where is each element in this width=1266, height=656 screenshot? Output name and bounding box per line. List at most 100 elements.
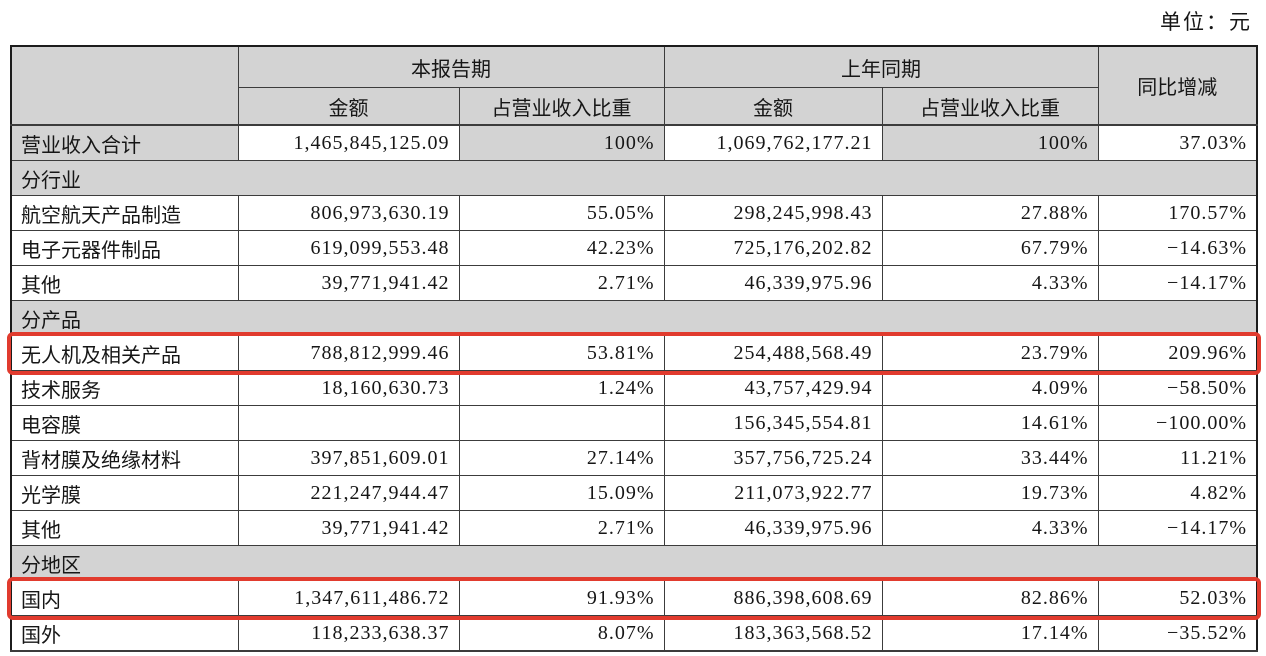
cell-ratio-current: 91.93% (458, 580, 665, 616)
table-row: 国外 118,233,638.37 8.07% 183,363,568.52 17.14… (10, 615, 1258, 652)
cell-yoy: −35.52% (1097, 615, 1258, 652)
subheader-ratio-current: 占营业收入比重 (458, 87, 665, 126)
subheader-amount-prior: 金额 (663, 87, 883, 126)
cell-yoy: 209.96% (1097, 335, 1258, 371)
cell-ratio-current: 100% (458, 124, 665, 161)
cell-ratio-current: 8.07% (458, 615, 665, 652)
subheader-amount-current: 金额 (237, 87, 460, 126)
cell-yoy: −58.50% (1097, 370, 1258, 406)
table-header-yoy: 同比增减 (1097, 45, 1258, 126)
cell-ratio-prior: 82.86% (881, 580, 1099, 616)
row-label: 无人机及相关产品 (10, 335, 239, 371)
cell-ratio-current: 1.24% (458, 370, 665, 406)
subheader-ratio-prior: 占营业收入比重 (881, 87, 1099, 126)
table-header-prior-period: 上年同期 (663, 45, 1099, 88)
table-row: 技术服务 18,160,630.73 1.24% 43,757,429.94 4.09%… (10, 370, 1258, 406)
cell-yoy: −14.17% (1097, 510, 1258, 546)
cell-ratio-prior: 4.33% (881, 510, 1099, 546)
cell-yoy: 52.03% (1097, 580, 1258, 616)
cell-yoy: 4.82% (1097, 475, 1258, 511)
row-label: 国内 (10, 580, 239, 616)
cell-yoy: 37.03% (1097, 124, 1258, 161)
cell-ratio-current: 15.09% (458, 475, 665, 511)
cell-yoy: −14.17% (1097, 265, 1258, 301)
cell-amount-current: 806,973,630.19 (237, 195, 460, 231)
cell-amount-current: 1,465,845,125.09 (237, 124, 460, 161)
cell-ratio-current: 27.14% (458, 440, 665, 476)
cell-ratio-current: 2.71% (458, 510, 665, 546)
table-row: 其他 39,771,941.42 2.71% 46,339,975.96 4.33% −1… (10, 510, 1258, 546)
cell-amount-current: 397,851,609.01 (237, 440, 460, 476)
row-label: 其他 (10, 510, 239, 546)
cell-ratio-current (458, 405, 665, 441)
cell-yoy: −14.63% (1097, 230, 1258, 266)
cell-amount-prior: 46,339,975.96 (663, 510, 883, 546)
cell-ratio-prior: 14.61% (881, 405, 1099, 441)
section-label: 分行业 (10, 160, 1258, 196)
cell-ratio-prior: 4.09% (881, 370, 1099, 406)
cell-amount-prior: 725,176,202.82 (663, 230, 883, 266)
row-label: 国外 (10, 615, 239, 652)
cell-amount-prior: 43,757,429.94 (663, 370, 883, 406)
section-row: 分地区 (10, 545, 1258, 581)
table-header: 本报告期 上年同期 同比增减 金额 占营业收入比重 金额 占营业收入比重 (10, 45, 1258, 126)
table-row: 无人机及相关产品 788,812,999.46 53.81% 254,488,568.… (10, 335, 1258, 371)
cell-amount-current: 39,771,941.42 (237, 510, 460, 546)
section-label: 分地区 (10, 545, 1258, 581)
cell-yoy: 11.21% (1097, 440, 1258, 476)
cell-ratio-current: 53.81% (458, 335, 665, 371)
cell-ratio-current: 42.23% (458, 230, 665, 266)
row-label: 背材膜及绝缘材料 (10, 440, 239, 476)
section-row: 分产品 (10, 300, 1258, 336)
revenue-table: 本报告期 上年同期 同比增减 金额 占营业收入比重 金额 占营业收入比重 营业收… (10, 45, 1258, 652)
table-row: 航空航天产品制造 806,973,630.19 55.05% 298,245,998.… (10, 195, 1258, 231)
table-row: 电子元器件制品 619,099,553.48 42.23% 725,176,202.8… (10, 230, 1258, 266)
cell-ratio-current: 2.71% (458, 265, 665, 301)
table-body: 营业收入合计 1,465,845,125.09 100% 1,069,762,177.… (10, 124, 1258, 652)
table-header-current-period: 本报告期 (237, 45, 665, 88)
row-label: 营业收入合计 (10, 124, 239, 161)
cell-yoy: 170.57% (1097, 195, 1258, 231)
table-row: 国内 1,347,611,486.72 91.93% 886,398,608.69 82… (10, 580, 1258, 616)
cell-yoy: −100.00% (1097, 405, 1258, 441)
cell-ratio-prior: 23.79% (881, 335, 1099, 371)
row-label: 技术服务 (10, 370, 239, 406)
row-label: 其他 (10, 265, 239, 301)
cell-ratio-prior: 27.88% (881, 195, 1099, 231)
cell-ratio-prior: 67.79% (881, 230, 1099, 266)
cell-ratio-prior: 19.73% (881, 475, 1099, 511)
cell-amount-current: 221,247,944.47 (237, 475, 460, 511)
cell-amount-current (237, 405, 460, 441)
cell-amount-prior: 298,245,998.43 (663, 195, 883, 231)
cell-amount-prior: 886,398,608.69 (663, 580, 883, 616)
unit-label: 单位：元 (1160, 10, 1252, 34)
cell-amount-current: 39,771,941.42 (237, 265, 460, 301)
cell-amount-prior: 211,073,922.77 (663, 475, 883, 511)
table-row: 营业收入合计 1,465,845,125.09 100% 1,069,762,177.… (10, 124, 1258, 161)
cell-amount-prior: 46,339,975.96 (663, 265, 883, 301)
cell-amount-current: 1,347,611,486.72 (237, 580, 460, 616)
cell-ratio-prior: 4.33% (881, 265, 1099, 301)
cell-amount-prior: 183,363,568.52 (663, 615, 883, 652)
table-row: 光学膜 221,247,944.47 15.09% 211,073,922.77 19.… (10, 475, 1258, 511)
cell-amount-prior: 1,069,762,177.21 (663, 124, 883, 161)
cell-amount-current: 788,812,999.46 (237, 335, 460, 371)
table-row: 背材膜及绝缘材料 397,851,609.01 27.14% 357,756,725.… (10, 440, 1258, 476)
row-label: 光学膜 (10, 475, 239, 511)
table-row: 电容膜 156,345,554.81 14.61% −100.00% (10, 405, 1258, 441)
cell-ratio-prior: 33.44% (881, 440, 1099, 476)
cell-ratio-prior: 100% (881, 124, 1099, 161)
corner-cell (10, 45, 239, 126)
cell-amount-prior: 156,345,554.81 (663, 405, 883, 441)
row-label: 航空航天产品制造 (10, 195, 239, 231)
cell-amount-prior: 357,756,725.24 (663, 440, 883, 476)
cell-amount-current: 118,233,638.37 (237, 615, 460, 652)
section-row: 分行业 (10, 160, 1258, 196)
cell-ratio-current: 55.05% (458, 195, 665, 231)
cell-amount-current: 619,099,553.48 (237, 230, 460, 266)
row-label: 电子元器件制品 (10, 230, 239, 266)
section-label: 分产品 (10, 300, 1258, 336)
row-label: 电容膜 (10, 405, 239, 441)
table-row: 其他 39,771,941.42 2.71% 46,339,975.96 4.33% −1… (10, 265, 1258, 301)
cell-ratio-prior: 17.14% (881, 615, 1099, 652)
